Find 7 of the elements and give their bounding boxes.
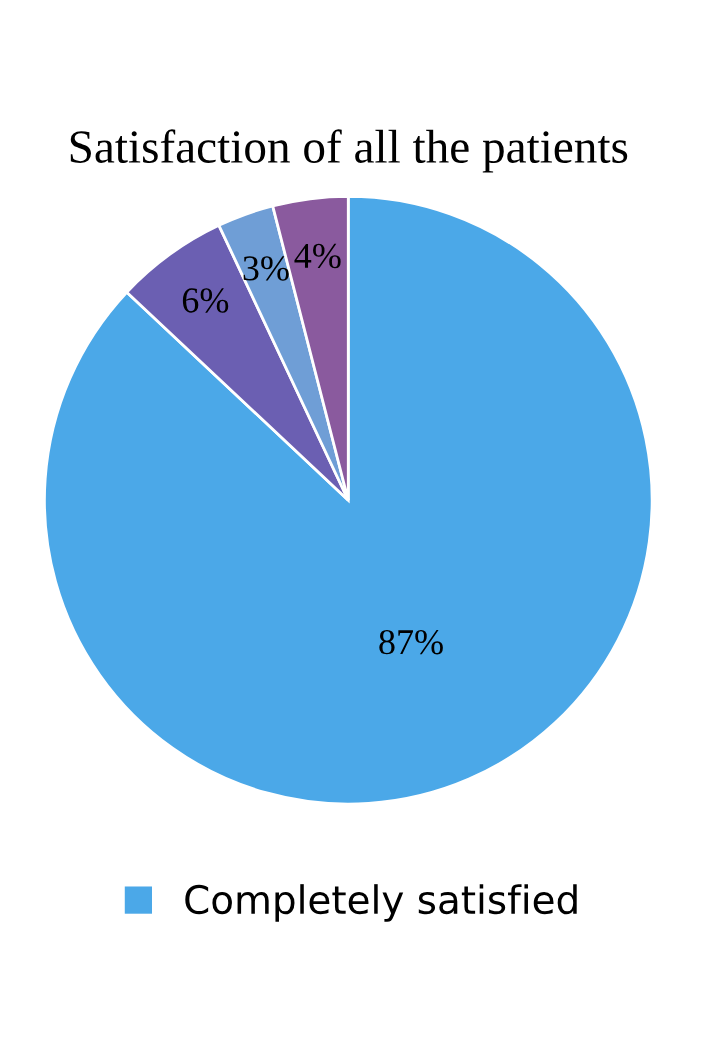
- data-label: 3%: [243, 256, 289, 281]
- data-label: 6%: [182, 288, 229, 313]
- chart-title: Satisfaction of all the patients: [70, 129, 628, 173]
- data-label: 87%: [379, 629, 443, 655]
- legend-label: Completely satisfied: [185, 884, 577, 922]
- data-label: 4%: [294, 243, 341, 269]
- pie-slice: [43, 195, 654, 806]
